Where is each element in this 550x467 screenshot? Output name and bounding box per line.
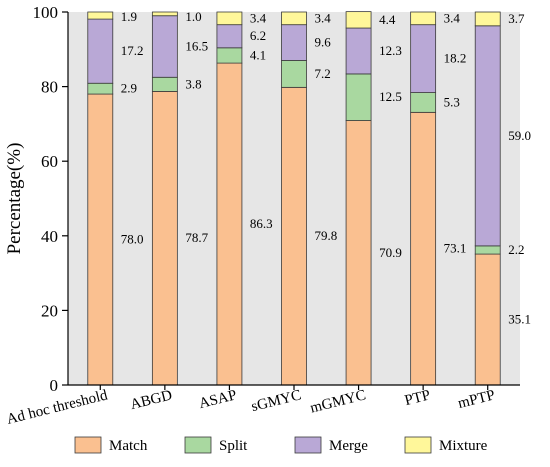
legend-swatch-merge <box>294 436 322 454</box>
bar-ptp-merge <box>410 24 437 93</box>
bar-ptp-match <box>410 111 437 386</box>
data-label-asap-split: 4.1 <box>250 47 266 62</box>
y-tick-label-100: 100 <box>33 3 59 22</box>
bar-mptp-merge <box>474 25 501 247</box>
legend-swatch-match <box>74 436 102 454</box>
bar-ad-hoc-threshold-match <box>87 93 114 386</box>
y-tick-label-40: 40 <box>41 227 58 246</box>
y-tick-label-80: 80 <box>41 78 58 97</box>
data-label-mgmyc-merge: 12.3 <box>379 43 402 58</box>
data-label-mgmyc-mixture: 4.4 <box>379 12 396 27</box>
legend-label-match: Match <box>109 438 148 454</box>
bar-ad-hoc-threshold-mixture <box>87 11 114 20</box>
bar-ptp-split <box>410 92 437 113</box>
legend-swatch-mixture <box>404 436 432 454</box>
data-label-ad-hoc-threshold-match: 78.0 <box>121 232 144 247</box>
data-label-mgmyc-match: 70.9 <box>379 245 402 260</box>
data-label-mptp-split: 2.2 <box>508 242 524 257</box>
bar-ad-hoc-threshold-merge <box>87 18 114 84</box>
data-label-mptp-match: 35.1 <box>508 312 531 327</box>
bar-mgmyc-mixture <box>345 11 372 29</box>
bar-asap-match <box>216 62 243 386</box>
data-label-mptp-merge: 59.0 <box>508 128 531 143</box>
data-label-ptp-match: 73.1 <box>444 241 467 256</box>
x-tick-label-abgd: ABGD <box>129 387 174 413</box>
data-label-abgd-mixture: 1.0 <box>185 9 201 24</box>
bar-mgmyc-merge <box>345 27 372 75</box>
y-tick-label-0: 0 <box>50 376 59 395</box>
bar-mptp-split <box>474 245 501 255</box>
bar-mptp-mixture <box>474 11 501 27</box>
y-axis-title: Percentage(%) <box>4 143 25 255</box>
x-tick-label-ptp: PTP <box>403 387 432 409</box>
data-label-mptp-mixture: 3.7 <box>508 11 525 26</box>
bar-sgmyc-split <box>281 60 307 88</box>
y-tick-label-20: 20 <box>41 301 58 320</box>
y-tick-label-60: 60 <box>41 152 58 171</box>
bar-abgd-merge <box>151 15 178 78</box>
legend-label-merge: Merge <box>329 438 368 454</box>
data-label-abgd-split: 3.8 <box>185 76 201 91</box>
bar-sgmyc-mixture <box>281 11 307 26</box>
bar-asap-split <box>216 47 243 64</box>
data-labels-layer: 78.0 2.9 17.2 1.9 78.7 3.8 16.5 1.0 86.3 4.1 6.2 3.… <box>121 9 531 327</box>
bar-abgd-match <box>151 91 178 386</box>
data-label-abgd-match: 78.7 <box>185 230 208 245</box>
bar-ad-hoc-threshold-split <box>87 82 114 95</box>
data-label-sgmyc-split: 7.2 <box>315 66 331 81</box>
legend-swatch-split <box>184 436 212 454</box>
data-label-sgmyc-mixture: 3.4 <box>315 10 332 25</box>
data-label-asap-match: 86.3 <box>250 216 273 231</box>
data-label-ad-hoc-threshold-split: 2.9 <box>121 81 137 96</box>
legend-label-mixture: Mixture <box>439 438 488 454</box>
data-label-abgd-merge: 16.5 <box>185 39 208 54</box>
bars-layer <box>87 11 501 386</box>
bar-asap-mixture <box>216 11 243 26</box>
data-label-ptp-merge: 18.2 <box>444 51 467 66</box>
x-tick-label-mgmyc: mGMYC <box>309 387 368 416</box>
legend-label-split: Split <box>219 438 248 454</box>
bar-abgd-mixture <box>151 11 178 17</box>
bar-sgmyc-merge <box>281 24 307 61</box>
bar-mgmyc-split <box>345 73 372 121</box>
x-tick-label-mptp: mPTP <box>456 387 496 412</box>
data-label-sgmyc-match: 79.8 <box>315 228 338 243</box>
bar-mptp-match <box>474 253 501 386</box>
data-label-mgmyc-split: 12.5 <box>379 89 402 104</box>
bar-abgd-split <box>151 76 178 92</box>
x-tick-label-asap: ASAP <box>197 387 238 412</box>
bar-mgmyc-match <box>345 120 372 386</box>
bar-ptp-mixture <box>410 11 437 26</box>
x-axis: Ad hoc threshold ABGD ASAP sGMYC mGMYC PTP mPT… <box>5 384 520 428</box>
bar-asap-merge <box>216 24 243 49</box>
data-label-ptp-mixture: 3.4 <box>444 10 461 25</box>
data-label-ptp-split: 5.3 <box>444 94 460 109</box>
bar-sgmyc-match <box>281 86 307 386</box>
data-label-ad-hoc-threshold-merge: 17.2 <box>121 43 144 58</box>
legend: Match Split Merge Mixture <box>74 436 488 454</box>
x-tick-label-sgmyc: sGMYC <box>250 387 303 415</box>
data-label-sgmyc-merge: 9.6 <box>315 35 332 50</box>
data-label-ad-hoc-threshold-mixture: 1.9 <box>121 9 137 24</box>
y-axis: 0 20 40 60 80 100 <box>33 3 69 395</box>
data-label-asap-merge: 6.2 <box>250 28 266 43</box>
data-label-asap-mixture: 3.4 <box>250 10 267 25</box>
